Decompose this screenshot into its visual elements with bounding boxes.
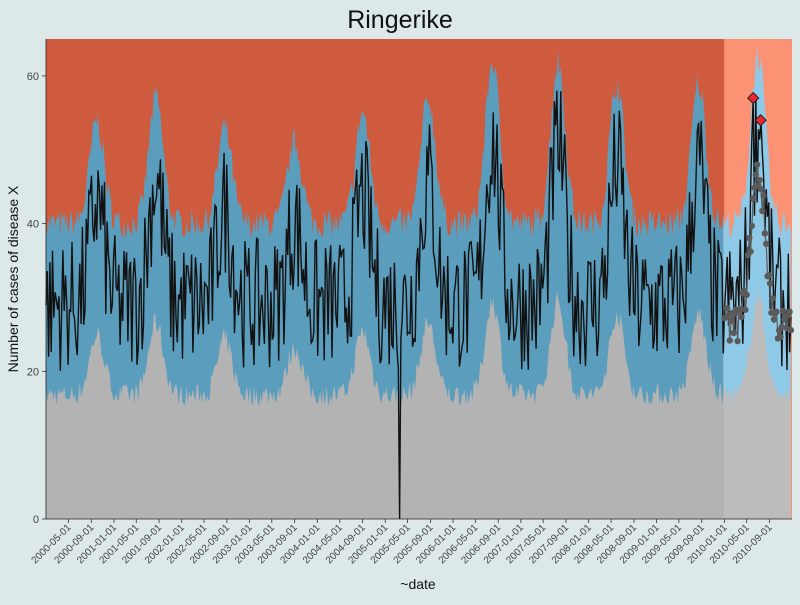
x-axis-label: ~date	[400, 576, 436, 592]
baseline-points	[721, 161, 795, 345]
y-tick-label: 60	[27, 71, 39, 83]
observed-series	[45, 90, 792, 520]
low-threshold-zone-forecast	[723, 290, 791, 519]
outbreak-marker	[746, 91, 760, 105]
baseline-line	[724, 164, 792, 342]
y-axis-label: Number of cases of disease X	[5, 185, 21, 372]
observed-cases-line	[45, 90, 792, 520]
outbreak-markers	[746, 91, 767, 127]
low-threshold-zone	[46, 291, 724, 519]
chart-title: Ringerike	[347, 6, 453, 34]
y-tick-label: 40	[27, 219, 39, 231]
y-tick-label: 0	[33, 514, 39, 526]
plot-area	[46, 39, 792, 520]
baseline-point	[726, 337, 733, 344]
outbreak-marker	[754, 114, 767, 127]
y-tick-label: 20	[27, 366, 39, 378]
